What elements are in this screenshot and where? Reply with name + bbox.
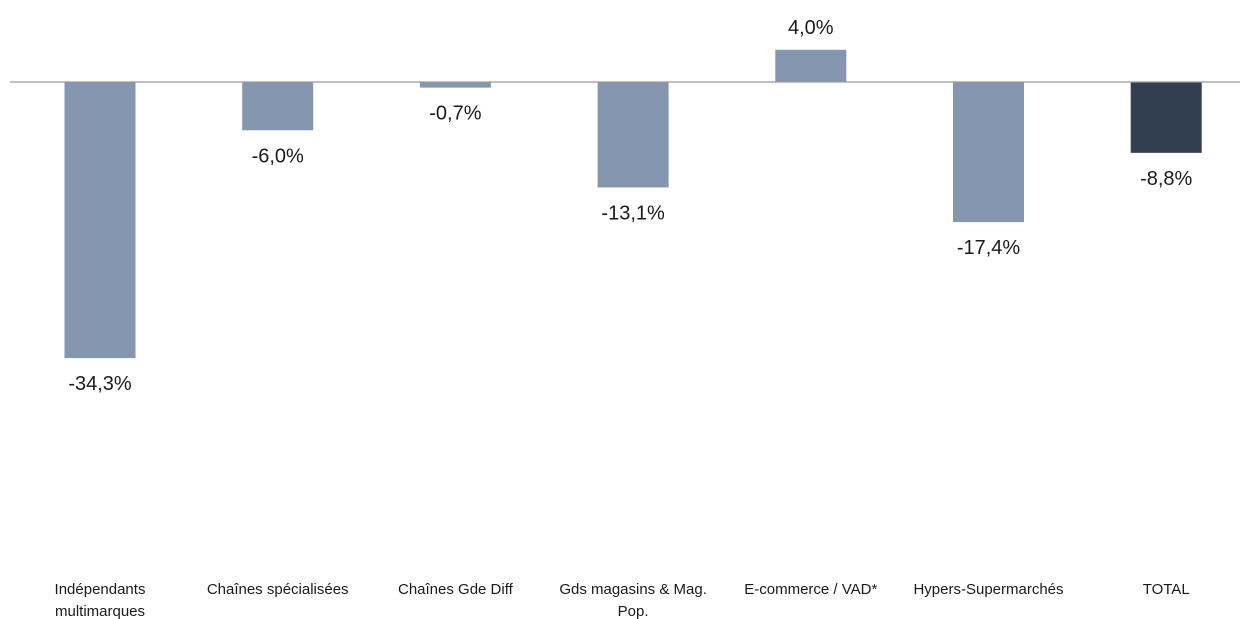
category-label-3-line-1: Pop.	[618, 603, 649, 619]
category-label-6: TOTAL	[1143, 581, 1190, 598]
value-label-1: -6,0%	[252, 145, 304, 167]
bars-group	[64, 49, 1202, 359]
bar-0	[64, 82, 136, 359]
value-label-6: -8,8%	[1140, 168, 1192, 190]
value-label-0: -34,3%	[68, 373, 132, 395]
bar-5	[953, 82, 1024, 223]
category-label-1: Chaînes spécialisées	[207, 581, 349, 598]
category-label-0-line-1: multimarques	[55, 603, 145, 619]
bar-6	[1130, 82, 1202, 153]
bar-2	[419, 82, 491, 88]
category-labels-group: Indépendants multimarques Chaînes spéciali…	[55, 581, 1190, 619]
category-label-2: Chaînes Gde Diff	[398, 581, 514, 598]
bar-3	[597, 82, 669, 188]
category-label-4: E-commerce / VAD*	[744, 581, 877, 598]
value-label-4: 4,0%	[788, 17, 834, 39]
value-label-2: -0,7%	[429, 103, 481, 125]
bar-4	[775, 49, 847, 82]
category-label-3-line-0: Gds magasins & Mag.	[559, 581, 707, 598]
bar-1	[242, 82, 314, 131]
category-label-0-line-0: Indépendants	[55, 581, 146, 598]
value-label-5: -17,4%	[957, 237, 1021, 259]
value-label-3: -13,1%	[601, 202, 665, 224]
value-labels-group: -34,3% -6,0% -0,7% -13,1% 4,0% -17,4% -8,8%	[68, 17, 1192, 395]
category-label-5: Hypers-Supermarchés	[913, 581, 1063, 598]
